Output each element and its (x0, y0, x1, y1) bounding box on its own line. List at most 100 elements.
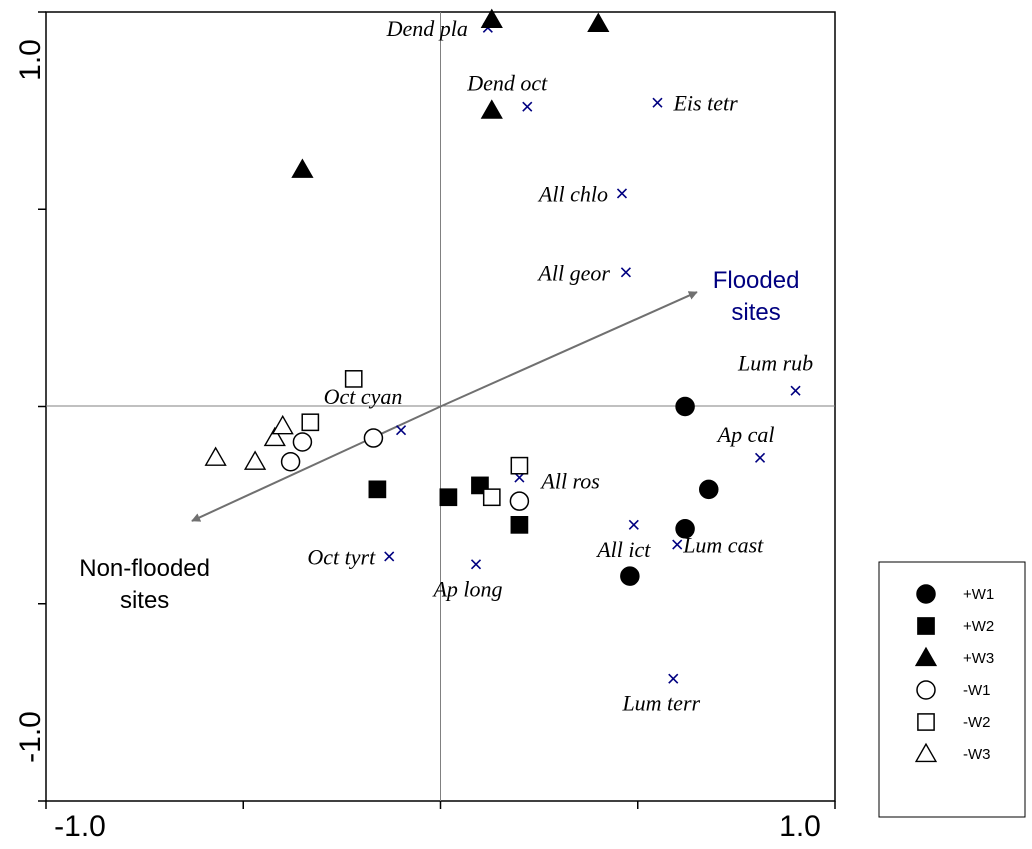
species-marker (668, 673, 679, 684)
legend-marker (917, 713, 935, 731)
species-dend-pla: Dend pla (386, 16, 493, 41)
series-minus-w2 (301, 370, 529, 507)
legend-label: +W1 (963, 586, 994, 603)
species-marker (616, 188, 628, 199)
species-label: Lum terr (621, 691, 700, 716)
species-marker (628, 519, 639, 530)
species-label: Eis tetr (672, 91, 738, 116)
legend-label: -W2 (963, 714, 991, 731)
species-marker (754, 452, 766, 463)
sample-point (271, 414, 294, 435)
legend-item-minus-w1: -W1 (916, 680, 991, 700)
series-plusminus-w3 (291, 8, 610, 178)
sample-point (344, 370, 363, 388)
sample-point (368, 480, 387, 499)
sample-point (699, 479, 719, 500)
series-minus-w1 (280, 428, 530, 511)
species-label: All geor (536, 260, 610, 285)
sample-point (243, 450, 267, 470)
species-all-chlo: All chlo (537, 181, 628, 206)
legend-marker (914, 646, 938, 667)
species-label: Ap long (431, 576, 502, 601)
series-plusminus-w1 (620, 396, 719, 586)
x-tick-label-max: 1.0 (779, 810, 821, 843)
legend: +W1 +W2 +W3 -W1 -W2 -W3 (878, 561, 1026, 818)
legend-label: +W2 (963, 618, 994, 635)
species-points: Dend pla Dend oct Eis tetr All chlo All geor… (307, 16, 813, 716)
species-ap-long: Ap long (431, 559, 503, 601)
sample-point (263, 426, 286, 447)
species-lum-cast: Lum cast (672, 533, 764, 558)
sample-point (292, 432, 313, 452)
sample-point (439, 488, 458, 507)
non-flooded-sites-arrow (191, 405, 441, 522)
legend-item-plusminus-w3: +W3 (914, 646, 994, 667)
legend-marker (917, 617, 935, 635)
legend-marker (916, 584, 936, 604)
legend-item-minus-w3: -W3 (914, 742, 991, 763)
species-marker (672, 539, 683, 550)
species-marker (522, 101, 533, 112)
species-label: All ros (539, 469, 599, 494)
species-label: All chlo (537, 181, 608, 206)
axis-ticks (38, 11, 836, 809)
sample-point (510, 516, 529, 534)
environment-arrows: Flooded sites Non-flooded sites (79, 267, 799, 614)
species-label: Ap cal (716, 422, 775, 447)
species-all-geor: All geor (536, 260, 631, 285)
species-oct-tyrt: Oct tyrt (307, 544, 395, 569)
flooded-sites-label: Flooded sites (713, 267, 800, 326)
legend-item-plusminus-w1: +W1 (916, 584, 994, 604)
species-label: Dend pla (386, 16, 468, 41)
species-label: Dend oct (466, 71, 548, 96)
y-tick-label-min: -1.0 (14, 711, 47, 763)
species-marker (790, 385, 801, 396)
species-all-ict: All ict (595, 519, 651, 562)
species-label: All ict (595, 537, 651, 562)
legend-label: +W3 (963, 650, 994, 667)
species-label: Lum rub (737, 351, 813, 376)
non-flooded-sites-label: Non-flooded sites (79, 555, 210, 614)
sample-point (509, 491, 530, 511)
species-dend-oct: Dend oct (466, 71, 548, 112)
y-tick-label-max: 1.0 (14, 39, 47, 81)
species-lum-terr: Lum terr (621, 673, 701, 716)
legend-label: -W1 (963, 682, 991, 699)
series-plusminus-w2 (368, 476, 529, 534)
species-marker (384, 551, 395, 562)
sample-point (204, 446, 227, 466)
species-label: Oct tyrt (307, 544, 376, 569)
sample-point (280, 451, 301, 472)
species-label: Lum cast (682, 533, 764, 558)
species-ap-cal: Ap cal (716, 422, 775, 463)
series-minus-w3 (204, 414, 294, 470)
x-tick-label-min: -1.0 (54, 810, 106, 843)
species-marker (395, 425, 407, 436)
sample-point (620, 566, 640, 586)
legend-label: -W3 (963, 746, 991, 763)
sample-point (301, 413, 320, 432)
sample-point (510, 456, 529, 475)
species-lum-rub: Lum rub (737, 351, 813, 396)
legend-marker (916, 680, 936, 700)
sample-point (587, 12, 610, 32)
sample-point (482, 488, 501, 507)
sample-point (675, 519, 695, 539)
flooded-sites-arrow (440, 291, 698, 408)
sample-point (291, 158, 314, 178)
species-marker (652, 97, 663, 108)
legend-item-minus-w2: -W2 (917, 713, 991, 731)
sample-point (480, 99, 503, 119)
species-oct-cyan: Oct cyan (324, 384, 407, 436)
species-marker (620, 267, 631, 278)
sample-point (363, 428, 384, 448)
legend-box (878, 561, 1026, 818)
species-eis-tetr: Eis tetr (652, 91, 738, 116)
sample-point (480, 8, 503, 29)
legend-item-plusminus-w2: +W2 (917, 617, 994, 635)
species-marker (470, 559, 482, 570)
sample-points (204, 8, 719, 586)
species-all-ros: All ros (514, 469, 600, 494)
species-label: Oct cyan (324, 384, 403, 409)
